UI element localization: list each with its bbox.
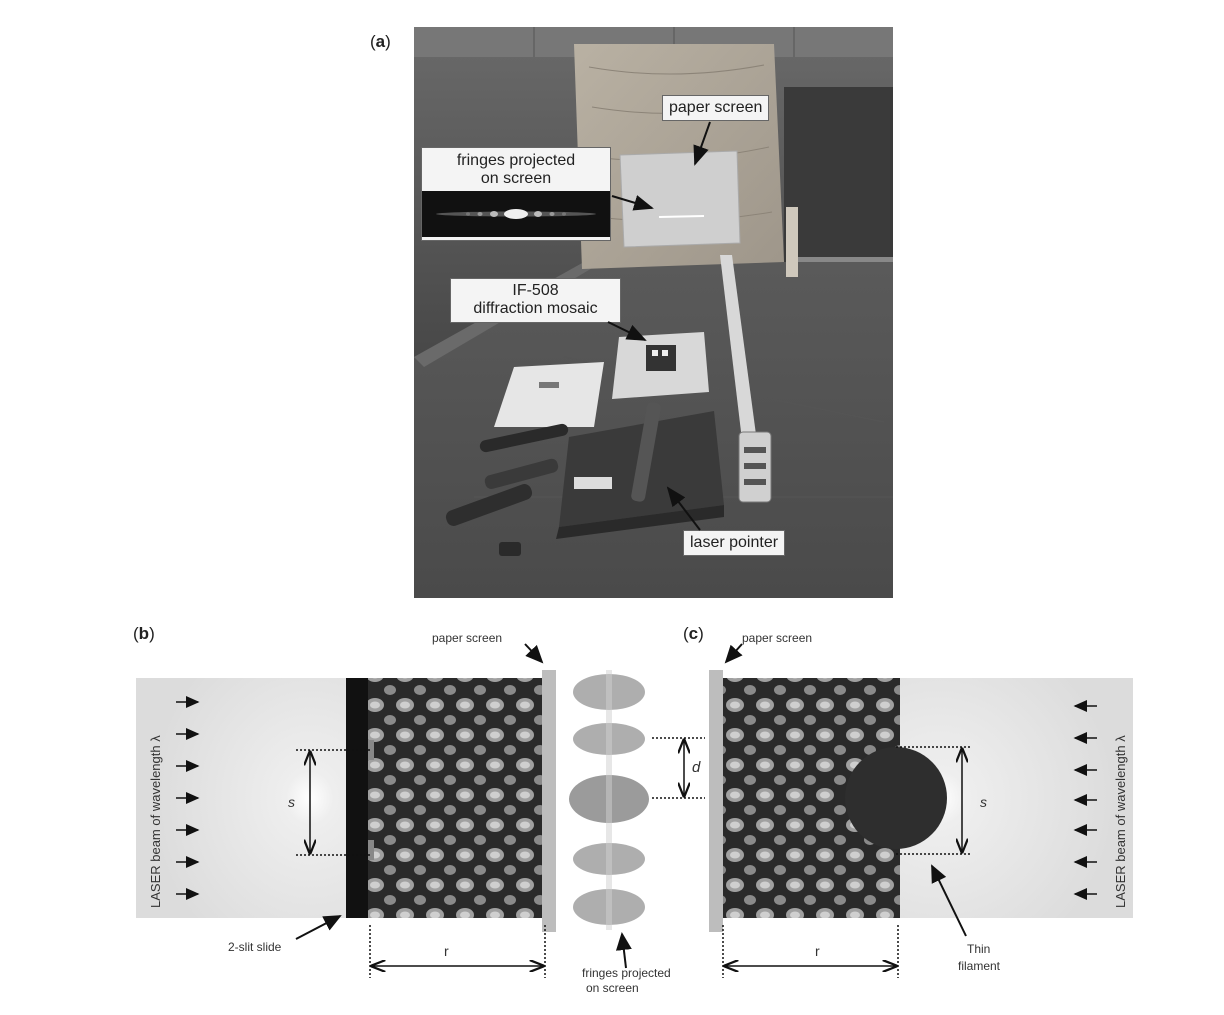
thin-filament bbox=[845, 747, 947, 849]
callout-fringes-line2: on screen bbox=[480, 170, 552, 188]
callout-mosaic-line2: diffraction mosaic bbox=[473, 300, 598, 318]
callout-fringes-line1: fringes projected bbox=[456, 152, 576, 169]
panel-c-label: (c) bbox=[683, 624, 704, 643]
beam-arrows-c bbox=[1073, 700, 1097, 900]
d-label: d bbox=[692, 759, 701, 776]
beam-label-c: LASER beam of wavelength λ bbox=[1113, 735, 1128, 908]
paper-screen-label-c: paper screen bbox=[742, 631, 812, 645]
r-label-c: r bbox=[815, 943, 820, 959]
setup-photo-drawing bbox=[414, 27, 893, 598]
fringe-pattern bbox=[569, 670, 649, 930]
callout-fringes: fringes projected on screen bbox=[421, 147, 611, 241]
paper-screen-b bbox=[542, 670, 556, 932]
beam-region-b bbox=[136, 678, 348, 918]
beam-label-b: LASER beam of wavelength λ bbox=[148, 735, 163, 908]
paper-screen-label-b: paper screen bbox=[432, 631, 502, 645]
callout-paper-screen: paper screen bbox=[662, 95, 770, 122]
panel-b-label: (b) bbox=[133, 624, 155, 643]
fringe-caption-line1: fringes projected bbox=[582, 966, 671, 980]
r-label-b: r bbox=[444, 943, 449, 959]
beam-arrows-b bbox=[176, 696, 200, 900]
s-label-b: s bbox=[288, 794, 295, 810]
interference-pattern-b bbox=[346, 678, 542, 918]
callout-mosaic: IF-508 diffraction mosaic bbox=[450, 278, 621, 323]
setup-photo bbox=[414, 27, 893, 598]
s-label-c: s bbox=[980, 794, 987, 810]
diffraction-diagrams: paper screen LASER beam of wavelength λ … bbox=[136, 631, 1133, 995]
filament-label-line1: Thin bbox=[967, 942, 990, 956]
callout-mosaic-line1: IF-508 bbox=[512, 282, 559, 299]
fringe-caption-line2: on screen bbox=[586, 981, 639, 995]
panel-a-label: (a) bbox=[370, 32, 391, 51]
paper-screen-c bbox=[709, 670, 723, 932]
slide-label: 2-slit slide bbox=[228, 940, 282, 954]
fringe-photo-inset bbox=[422, 190, 610, 237]
filament-label-line2: filament bbox=[958, 959, 1001, 973]
callout-laser-pointer: laser pointer bbox=[683, 530, 786, 557]
